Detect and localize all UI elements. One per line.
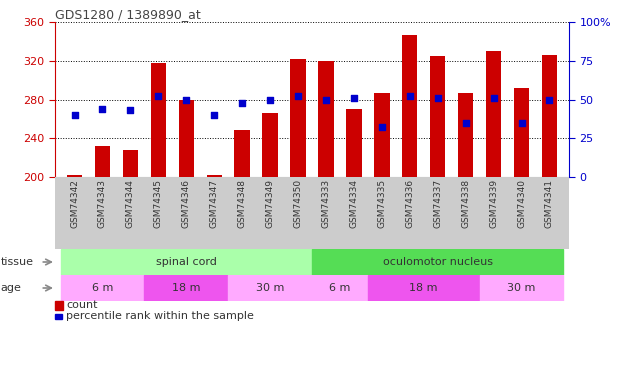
Bar [374,93,389,177]
Point [517,120,527,126]
Point [153,93,163,99]
Bar [458,93,473,177]
Text: spinal cord: spinal cord [156,257,217,267]
Text: GSM74334: GSM74334 [350,179,358,228]
Text: GSM74336: GSM74336 [406,179,414,228]
Bar [368,275,479,301]
Point [265,96,275,102]
Bar [479,275,563,301]
Text: GSM74341: GSM74341 [545,179,554,228]
Point [433,95,443,101]
Bar [319,61,333,177]
Point [181,96,191,102]
Text: 30 m: 30 m [507,283,536,293]
Point [545,96,555,102]
Text: GSM74343: GSM74343 [98,179,107,228]
Bar [61,249,312,275]
Point [489,95,499,101]
Text: oculomotor nucleus: oculomotor nucleus [383,257,492,267]
Bar [486,51,501,177]
Point [125,107,135,113]
Point [237,100,247,106]
Bar [312,275,368,301]
Bar [291,59,306,177]
Text: 30 m: 30 m [256,283,284,293]
Text: GSM74348: GSM74348 [238,179,247,228]
Text: count: count [66,300,97,310]
Bar [179,100,194,177]
Point [377,124,387,130]
Bar [347,109,361,177]
Text: 6 m: 6 m [92,283,113,293]
Text: 18 m: 18 m [409,283,438,293]
Text: age: age [1,283,22,293]
Bar [542,55,557,177]
Bar [312,249,563,275]
Point [405,93,415,99]
Point [70,112,79,118]
Bar [430,56,445,177]
Text: GSM74350: GSM74350 [294,179,302,228]
Text: GSM74339: GSM74339 [489,179,498,228]
Bar [151,63,166,177]
Bar [207,175,222,177]
Bar [61,275,145,301]
Point [349,95,359,101]
Point [97,106,107,112]
Text: 6 m: 6 m [329,283,351,293]
Bar [228,275,312,301]
Point [293,93,303,99]
Bar [235,129,250,177]
Text: GSM74340: GSM74340 [517,179,526,228]
Point [321,96,331,102]
Text: GSM74345: GSM74345 [154,179,163,228]
Text: GSM74349: GSM74349 [266,179,274,228]
Bar [123,150,138,177]
Text: GDS1280 / 1389890_at: GDS1280 / 1389890_at [55,8,201,21]
Text: GSM74333: GSM74333 [322,179,330,228]
Text: GSM74338: GSM74338 [461,179,470,228]
Text: GSM74346: GSM74346 [182,179,191,228]
Bar [145,275,228,301]
Text: percentile rank within the sample: percentile rank within the sample [66,311,254,321]
Text: tissue: tissue [1,257,34,267]
Text: 18 m: 18 m [172,283,201,293]
Bar [402,34,417,177]
Point [209,112,219,118]
Text: GSM74342: GSM74342 [70,179,79,228]
Bar [67,175,82,177]
Text: GSM74347: GSM74347 [210,179,219,228]
Point [461,120,471,126]
Text: GSM74337: GSM74337 [433,179,442,228]
Bar [263,113,278,177]
Bar [514,88,529,177]
Text: GSM74344: GSM74344 [126,179,135,228]
Bar [95,146,110,177]
Text: GSM74335: GSM74335 [378,179,386,228]
